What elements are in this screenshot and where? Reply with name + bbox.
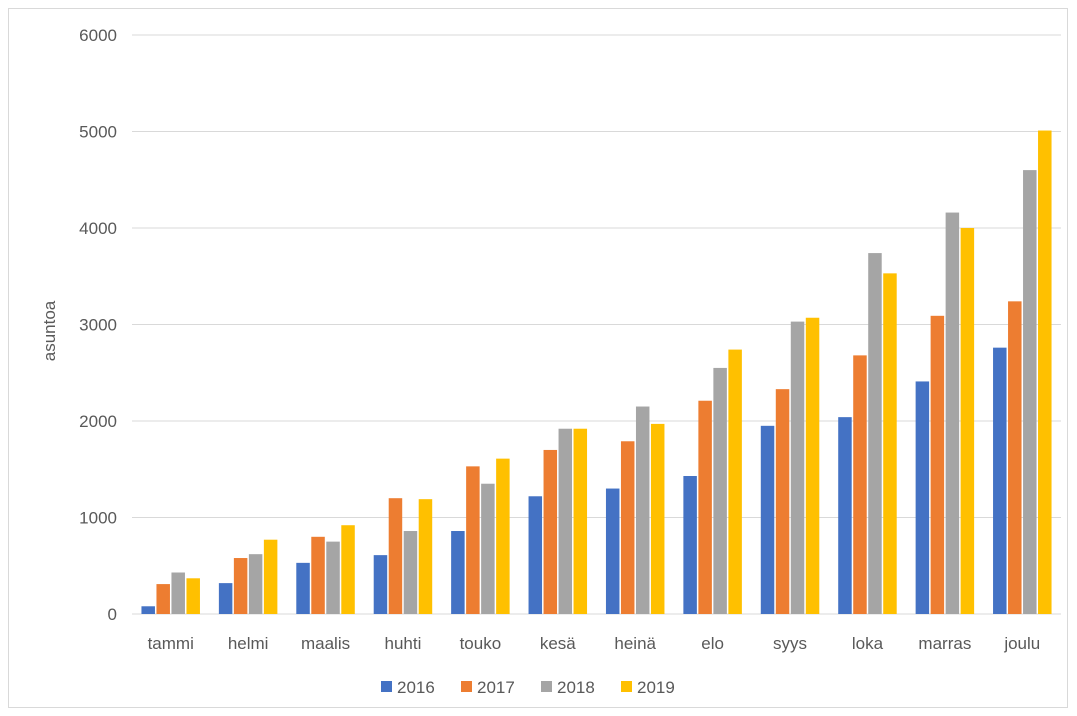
bar-2017-marras xyxy=(930,315,945,614)
bar-2016-heinä xyxy=(605,488,620,614)
legend-label: 2019 xyxy=(637,678,675,697)
gridlines xyxy=(132,34,1061,615)
legend-swatch xyxy=(541,681,552,692)
bar-2016-tammi xyxy=(141,606,155,614)
x-tick-label: maalis xyxy=(301,634,350,653)
bar-2018-kesä xyxy=(558,428,573,614)
y-tick-label: 4000 xyxy=(79,219,117,238)
legend-label: 2016 xyxy=(397,678,435,697)
bar-2019-elo xyxy=(728,349,742,614)
bar-2016-marras xyxy=(915,381,930,614)
bar-2017-elo xyxy=(698,400,712,614)
bar-2016-huhti xyxy=(373,555,388,614)
chart-frame: 0 1000 2000 3000 4000 5000 6000 tammi helmi maal… xyxy=(8,8,1068,708)
bar-2019-helmi xyxy=(263,539,278,614)
bar-2018-loka xyxy=(868,253,882,614)
bar-2019-heinä xyxy=(650,423,665,614)
y-tick-label: 6000 xyxy=(79,26,117,45)
bar-2018-huhti xyxy=(403,531,418,614)
bar-2018-syys xyxy=(790,321,805,614)
x-tick-label: kesä xyxy=(540,634,576,653)
bar-2018-maalis xyxy=(326,541,340,614)
bar-2017-huhti xyxy=(388,498,403,614)
bar-2019-tammi xyxy=(186,578,200,614)
bar-2018-heinä xyxy=(635,406,650,614)
bar-2017-syys xyxy=(775,389,790,614)
bar-2019-syys xyxy=(805,317,820,614)
y-tick-label: 5000 xyxy=(79,123,117,142)
bar-2016-syys xyxy=(760,425,775,614)
bar-2016-touko xyxy=(451,531,465,614)
legend-item-2017: 2017 xyxy=(461,678,515,697)
bar-2016-maalis xyxy=(296,562,310,614)
x-tick-label: heinä xyxy=(614,634,656,653)
bars xyxy=(141,130,1052,614)
bar-2016-elo xyxy=(683,476,697,614)
bar-2016-loka xyxy=(838,417,852,614)
bar-2017-joulu xyxy=(1008,301,1022,614)
bar-2016-helmi xyxy=(218,583,233,614)
x-tick-label: huhti xyxy=(385,634,422,653)
bar-2017-loka xyxy=(853,355,867,614)
x-tick-label: elo xyxy=(701,634,724,653)
legend-item-2018: 2018 xyxy=(541,678,595,697)
bar-2018-tammi xyxy=(171,572,185,614)
y-tick-labels: 0 1000 2000 3000 4000 5000 6000 xyxy=(79,26,117,624)
bar-2016-kesä xyxy=(528,496,543,614)
bar-2019-touko xyxy=(496,458,510,614)
x-tick-labels: tammi helmi maalis huhti touko kesä heinä elo sy… xyxy=(148,634,1041,653)
legend-item-2019: 2019 xyxy=(621,678,675,697)
bar-2019-joulu xyxy=(1038,130,1052,614)
bar-2018-touko xyxy=(481,483,495,614)
x-tick-label: tammi xyxy=(148,634,194,653)
bar-2017-heinä xyxy=(620,441,635,614)
legend-item-2016: 2016 xyxy=(381,678,435,697)
legend-label: 2018 xyxy=(557,678,595,697)
x-tick-label: helmi xyxy=(228,634,269,653)
bar-2018-joulu xyxy=(1023,170,1037,614)
x-tick-label: joulu xyxy=(1003,634,1040,653)
y-tick-label: 3000 xyxy=(79,316,117,335)
bar-2017-helmi xyxy=(233,558,248,614)
legend-swatch xyxy=(461,681,472,692)
bar-2019-marras xyxy=(960,228,975,614)
y-tick-label: 2000 xyxy=(79,412,117,431)
x-tick-label: loka xyxy=(852,634,884,653)
legend-swatch xyxy=(621,681,632,692)
bar-2017-tammi xyxy=(156,584,170,614)
bar-2019-maalis xyxy=(341,525,355,614)
bar-2017-kesä xyxy=(543,449,558,614)
bar-2018-elo xyxy=(713,367,727,614)
bar-2019-loka xyxy=(883,273,897,614)
y-axis-title: asuntoa xyxy=(40,300,59,361)
bar-2018-helmi xyxy=(248,554,263,614)
legend-swatch xyxy=(381,681,392,692)
bar-2016-joulu xyxy=(993,347,1007,614)
bar-2019-huhti xyxy=(418,499,433,614)
y-tick-label: 0 xyxy=(108,605,117,624)
bar-2017-maalis xyxy=(311,536,325,614)
y-tick-label: 1000 xyxy=(79,509,117,528)
bar-2017-touko xyxy=(466,466,480,614)
x-tick-label: touko xyxy=(460,634,502,653)
bar-2019-kesä xyxy=(573,428,588,614)
legend-label: 2017 xyxy=(477,678,515,697)
x-tick-label: marras xyxy=(918,634,971,653)
bar-chart: 0 1000 2000 3000 4000 5000 6000 tammi helmi maal… xyxy=(40,26,1061,697)
x-tick-label: syys xyxy=(773,634,807,653)
bar-2018-marras xyxy=(945,212,960,614)
legend: 2016 2017 2018 2019 xyxy=(381,678,675,697)
